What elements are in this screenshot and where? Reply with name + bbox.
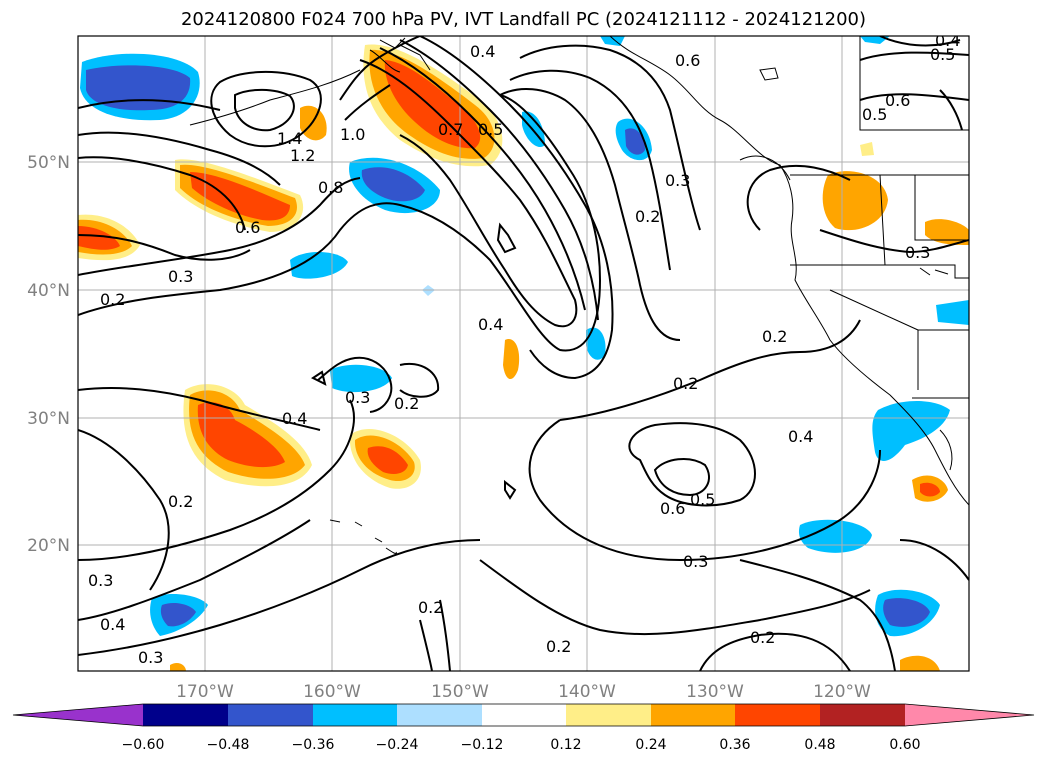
negative-pc-shading [80,36,969,637]
contour-label: 0.4 [470,42,495,61]
contour-label: 0.6 [675,51,700,70]
contour-label: 0.5 [690,490,715,509]
lon-label-170w: 170°W [176,682,234,702]
contour-label: 0.2 [168,492,193,511]
lat-label-30n: 30°N [27,409,70,429]
map-frame [77,35,970,672]
contour-label: 0.6 [235,218,260,237]
contour-label: 0.5 [862,105,887,124]
colorbar-bin [651,704,735,726]
contour-label: 1.4 [277,129,302,148]
colorbar-tick-label: 0.24 [635,737,666,753]
lon-label-120w: 120°W [813,682,871,702]
lat-label-20n: 20°N [27,536,70,556]
colorbar-extend-low [13,704,143,726]
colorbar-tick-label: 0.48 [804,737,835,753]
contour-label: 0.5 [930,45,955,64]
contour-label: 0.3 [665,171,690,190]
colorbar-tick-label: −0.36 [292,737,335,753]
contour-labels: 0.4 0.6 0.5 0.6 0.5 0.4 1.4 1.2 1.0 0.7 … [88,31,960,667]
contour-label: 0.3 [88,571,113,590]
contour-label: 0.2 [673,374,698,393]
lon-label-140w: 140°W [558,682,616,702]
colorbar: −0.60 −0.48 −0.36 −0.24 −0.12 0.12 0.24 … [12,703,1035,753]
lon-label-150w: 150°W [431,682,489,702]
positive-pc-shading [78,44,969,671]
contour-label: 0.2 [750,628,775,647]
colorbar-tick-label: 0.12 [550,737,581,753]
lon-label-160w: 160°W [303,682,361,702]
contour-label: 0.2 [418,598,443,617]
latitude-labels: 50°N 40°N 30°N 20°N [27,153,70,556]
contour-label: 0.7 [438,120,463,139]
coastlines [189,36,969,555]
contour-label: 0.4 [282,409,307,428]
pv-contours [78,36,969,671]
contour-label: 0.4 [100,615,125,634]
lon-label-130w: 130°W [686,682,744,702]
contour-label: 0.4 [935,31,960,50]
colorbar-bin [566,704,651,726]
contour-label: 0.3 [138,648,163,667]
colorbar-tick-label: −0.12 [461,737,504,753]
lat-label-50n: 50°N [27,153,70,173]
contour-label: 1.0 [340,125,365,144]
contour-label: 0.2 [546,637,571,656]
colorbar-bin [482,704,566,726]
contour-label: 0.2 [635,207,660,226]
colorbar-bin [143,704,228,726]
colorbar-tick-label: −0.60 [122,737,165,753]
colorbar-bin [820,704,905,726]
longitude-labels: 170°W 160°W 150°W 140°W 130°W 120°W [176,682,871,702]
contour-label: 0.3 [905,243,930,262]
contour-label: 0.2 [394,394,419,413]
colorbar-extend-high [905,704,1034,726]
contour-label: 0.2 [100,290,125,309]
contour-label: 0.4 [478,315,503,334]
contour-label: 0.3 [345,388,370,407]
colorbar-tick-label: 0.60 [889,737,920,753]
colorbar-tick-label: −0.48 [207,737,250,753]
colorbar-bin [735,704,820,726]
contour-label: 0.5 [478,120,503,139]
colorbar-tick-label: −0.24 [376,737,419,753]
colorbar-tick-label: 0.36 [719,737,750,753]
map-panel: 0.4 0.6 0.5 0.6 0.5 0.4 1.4 1.2 1.0 0.7 … [78,31,969,671]
colorbar-bin [313,704,397,726]
lat-label-40n: 40°N [27,281,70,301]
contour-label: 0.3 [168,267,193,286]
contour-label: 0.8 [318,178,343,197]
colorbar-bin [397,704,482,726]
contour-label: 0.4 [788,427,813,446]
contour-label: 0.6 [660,499,685,518]
contour-label: 0.2 [762,327,787,346]
contour-label: 1.2 [290,146,315,165]
contour-label: 0.6 [885,91,910,110]
contour-label: 0.3 [683,552,708,571]
map-title: 2024120800 F024 700 hPa PV, IVT Landfall… [180,9,867,30]
colorbar-bin [228,704,313,726]
